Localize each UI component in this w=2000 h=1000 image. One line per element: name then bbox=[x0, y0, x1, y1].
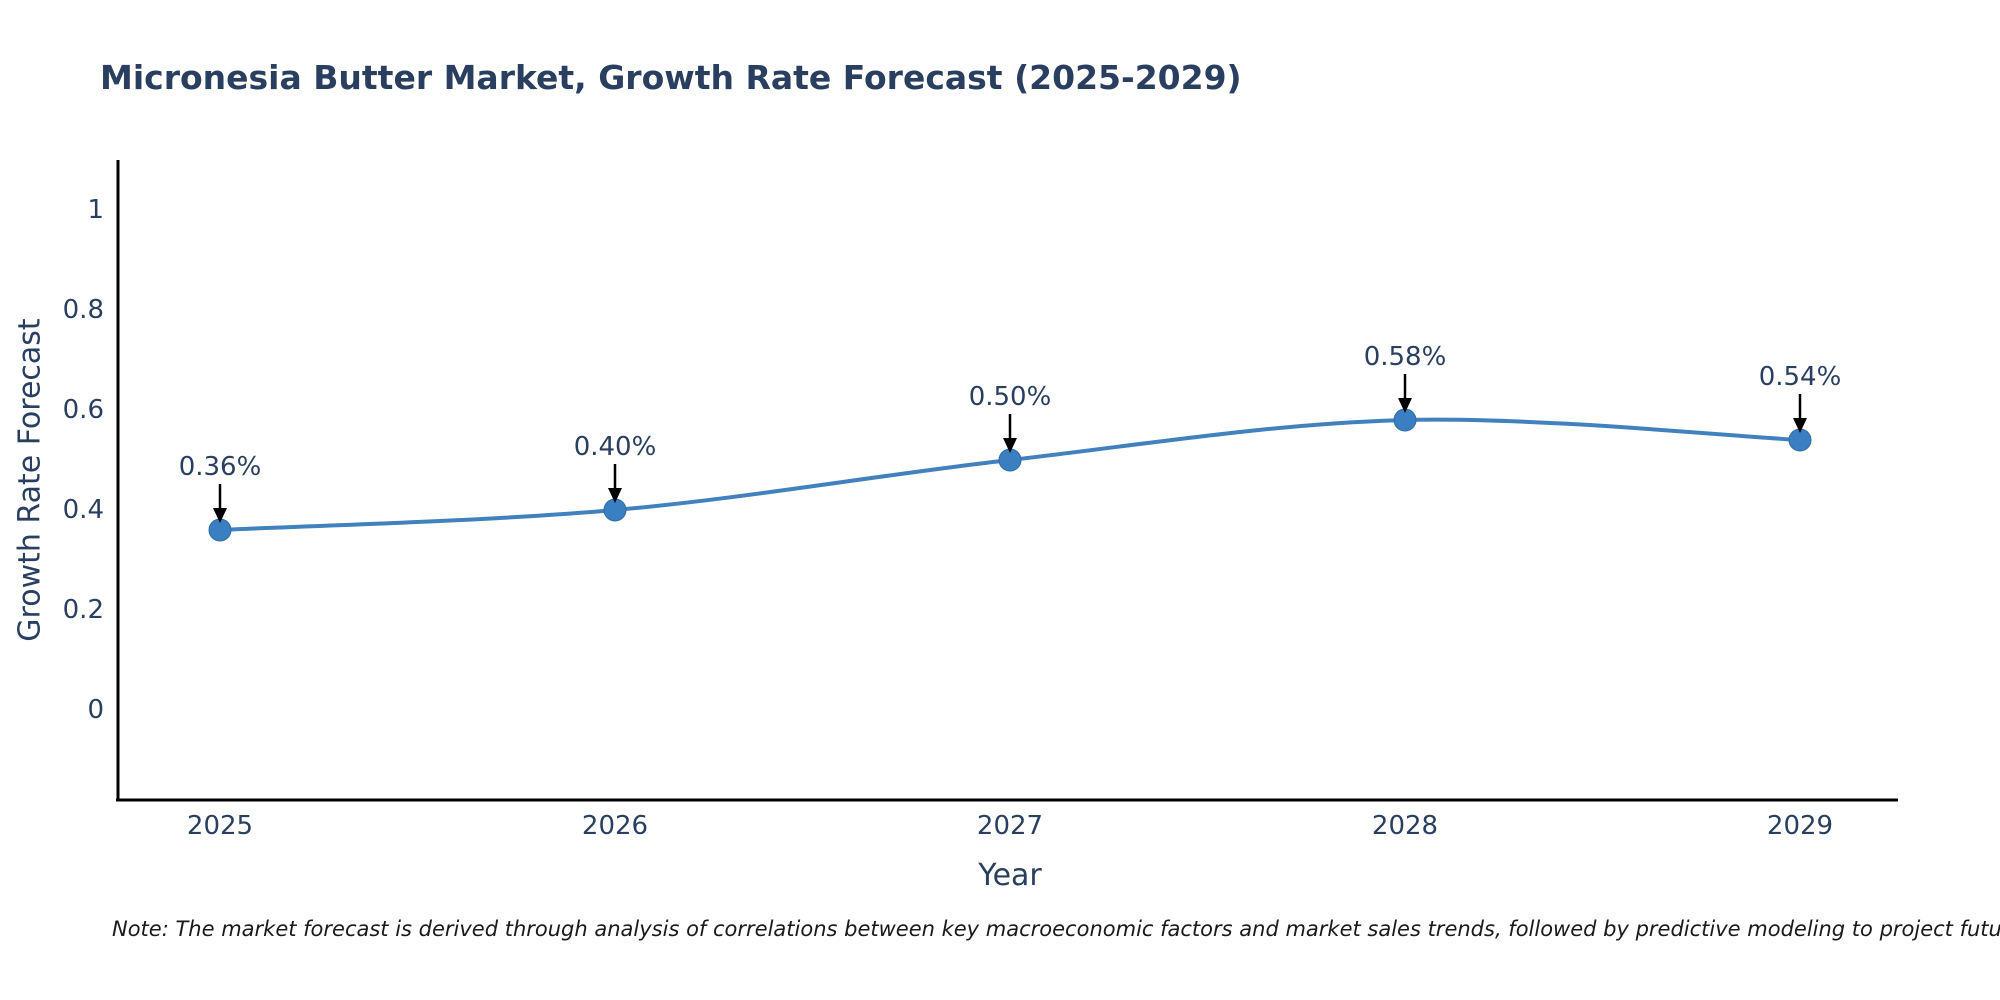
chart-title: Micronesia Butter Market, Growth Rate Fo… bbox=[100, 58, 1242, 98]
x-tick-label: 2025 bbox=[186, 811, 254, 841]
point-annotation: 0.50% bbox=[968, 382, 1052, 412]
point-annotation: 0.36% bbox=[178, 452, 262, 482]
x-tick-label: 2028 bbox=[1371, 811, 1439, 841]
y-tick-label: 0.8 bbox=[62, 295, 104, 325]
y-tick-label: 0.2 bbox=[62, 595, 104, 625]
x-axis-title: Year bbox=[978, 858, 1042, 893]
y-tick-label: 0 bbox=[87, 695, 104, 725]
point-annotation: 0.54% bbox=[1758, 362, 1842, 392]
annotation-arrow-head bbox=[1793, 418, 1807, 433]
series-layer bbox=[208, 408, 1812, 542]
annotation-arrow-head bbox=[608, 488, 622, 503]
y-tick-label: 0.4 bbox=[62, 495, 104, 525]
y-tick-label: 0.6 bbox=[62, 395, 104, 425]
x-tick-label: 2027 bbox=[976, 811, 1044, 841]
point-annotation: 0.40% bbox=[573, 432, 657, 462]
annotation-arrow-head bbox=[1003, 438, 1017, 453]
x-tick-label: 2029 bbox=[1766, 811, 1834, 841]
annotation-arrow-head bbox=[213, 508, 227, 523]
footnote: Note: The market forecast is derived thr… bbox=[112, 917, 2000, 941]
y-axis-title: Growth Rate Forecast bbox=[12, 318, 48, 642]
axes-layer bbox=[116, 160, 1898, 802]
annotation-arrow-layer bbox=[213, 374, 1807, 523]
point-annotation: 0.58% bbox=[1363, 342, 1447, 372]
y-tick-label: 1 bbox=[87, 195, 104, 225]
x-tick-label: 2026 bbox=[581, 811, 649, 841]
annotation-arrow-head bbox=[1398, 398, 1412, 413]
